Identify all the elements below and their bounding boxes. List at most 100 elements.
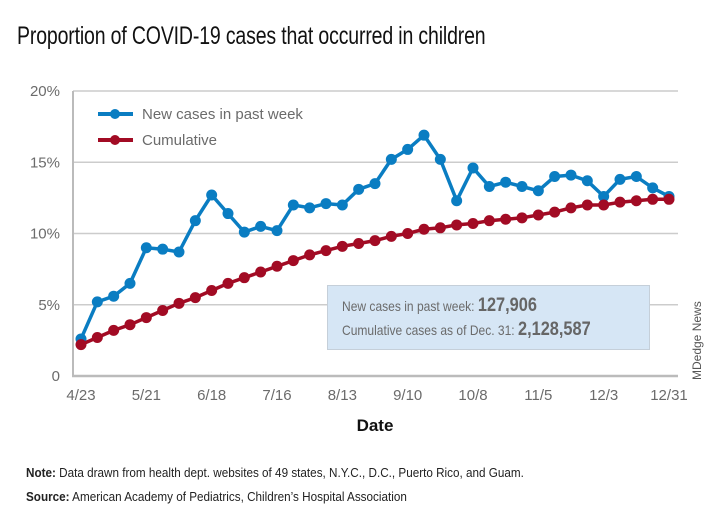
data-point-cumulative <box>108 324 120 336</box>
annotation-box: New cases in past week: 127,906 Cumulati… <box>327 285 650 350</box>
data-point-new-cases <box>287 199 299 211</box>
data-point-new-cases <box>385 153 397 165</box>
data-point-new-cases <box>516 180 528 192</box>
data-point-new-cases <box>434 153 446 165</box>
x-tick-label: 4/23 <box>66 387 95 404</box>
data-point-cumulative <box>75 339 87 351</box>
data-point-new-cases <box>206 189 218 201</box>
data-point-new-cases <box>418 129 430 141</box>
data-point-cumulative <box>500 213 512 225</box>
data-point-new-cases <box>124 277 136 289</box>
data-point-cumulative <box>630 195 642 207</box>
note-label: Note: <box>26 465 56 480</box>
data-point-new-cases <box>647 182 659 194</box>
data-point-cumulative <box>336 240 348 252</box>
data-point-new-cases <box>336 199 348 211</box>
data-point-new-cases <box>630 171 642 182</box>
data-point-new-cases <box>320 198 332 210</box>
data-point-cumulative <box>532 209 544 221</box>
data-point-cumulative <box>402 228 414 239</box>
data-point-cumulative <box>418 223 430 235</box>
data-point-new-cases <box>549 171 561 182</box>
data-point-cumulative <box>581 199 593 211</box>
data-point-new-cases <box>189 215 201 227</box>
data-point-cumulative <box>320 245 332 257</box>
annotation-cumulative-value: 2,128,587 <box>518 319 591 340</box>
data-point-new-cases <box>91 296 103 308</box>
y-tick-label: 20% <box>30 83 60 100</box>
data-point-new-cases <box>140 242 152 254</box>
footer-note: Note: Data drawn from health dept. websi… <box>26 465 524 480</box>
legend-item-cumulative: Cumulative <box>98 132 217 149</box>
data-point-cumulative <box>173 297 185 309</box>
data-point-new-cases <box>157 243 169 255</box>
data-point-cumulative <box>467 218 479 230</box>
data-point-new-cases <box>238 226 250 238</box>
y-tick-labels: 0 5% 10% 15% 20% <box>30 83 60 385</box>
legend-marker-cumulative <box>110 135 120 145</box>
data-point-cumulative <box>549 206 561 218</box>
data-point-new-cases <box>598 190 610 202</box>
data-point-cumulative <box>271 260 283 272</box>
data-point-new-cases <box>222 208 234 220</box>
data-point-new-cases <box>614 173 626 185</box>
data-point-cumulative <box>353 237 365 249</box>
data-point-cumulative <box>222 277 234 289</box>
data-point-new-cases <box>532 185 544 197</box>
annotation-cumulative-label: Cumulative cases as of Dec. 31: <box>342 322 519 338</box>
y-tick-label: 15% <box>30 154 60 171</box>
y-tick-label: 10% <box>30 226 60 243</box>
data-point-cumulative <box>206 285 218 296</box>
data-point-cumulative <box>369 235 381 247</box>
x-tick-labels: 4/23 5/21 6/18 7/16 8/13 9/10 10/8 11/5 12/3 12/3… <box>66 387 687 404</box>
legend-label-cumulative: Cumulative <box>142 132 217 149</box>
x-tick-label: 8/13 <box>328 387 357 404</box>
data-point-new-cases <box>304 202 316 214</box>
data-point-new-cases <box>173 246 185 258</box>
x-axis-label: Date <box>357 416 394 435</box>
x-tick-label: 11/5 <box>524 387 552 404</box>
data-point-new-cases <box>369 178 381 190</box>
y-tick-label: 5% <box>38 297 60 314</box>
data-point-cumulative <box>189 292 201 304</box>
legend-item-new-cases: New cases in past week <box>98 106 303 123</box>
x-tick-label: 12/31 <box>650 387 688 404</box>
y-tick-label: 0 <box>52 368 60 385</box>
data-point-new-cases <box>565 169 577 181</box>
annotation-new-cases: New cases in past week: 127,906 <box>342 294 606 318</box>
data-point-cumulative <box>663 193 675 205</box>
data-point-new-cases <box>271 225 283 237</box>
axes <box>72 91 678 378</box>
data-point-cumulative <box>483 215 495 227</box>
annotation-new-cases-value: 127,906 <box>477 295 537 316</box>
x-tick-label: 9/10 <box>393 387 422 404</box>
note-text: Data drawn from health dept. websites of… <box>55 465 524 480</box>
data-point-new-cases <box>402 143 414 155</box>
data-point-cumulative <box>385 230 397 242</box>
annotation-new-cases-label: New cases in past week: <box>342 298 478 314</box>
data-point-cumulative <box>287 255 299 267</box>
data-point-cumulative <box>124 319 136 331</box>
data-point-cumulative <box>434 222 446 234</box>
data-point-cumulative <box>255 266 267 278</box>
annotation-cumulative: Cumulative cases as of Dec. 31: 2,128,58… <box>342 318 606 342</box>
data-point-new-cases <box>483 180 495 192</box>
data-point-cumulative <box>157 304 169 316</box>
data-point-cumulative <box>238 272 250 284</box>
series <box>75 129 675 351</box>
x-tick-label: 12/3 <box>589 387 618 404</box>
x-tick-label: 6/18 <box>197 387 226 404</box>
data-point-cumulative <box>614 196 626 208</box>
legend-marker-new-cases <box>110 109 120 119</box>
data-point-new-cases <box>467 162 479 174</box>
data-point-new-cases <box>451 195 463 207</box>
data-point-cumulative <box>598 199 610 211</box>
data-point-new-cases <box>353 183 365 195</box>
x-tick-label: 10/8 <box>458 387 487 404</box>
credit-text: MDedge News <box>690 301 704 380</box>
x-tick-label: 5/21 <box>132 387 161 404</box>
source-text: American Academy of Pediatrics, Children… <box>69 489 407 504</box>
legend: New cases in past week Cumulative <box>98 106 303 149</box>
data-point-cumulative <box>516 212 528 224</box>
data-point-new-cases <box>581 175 593 187</box>
